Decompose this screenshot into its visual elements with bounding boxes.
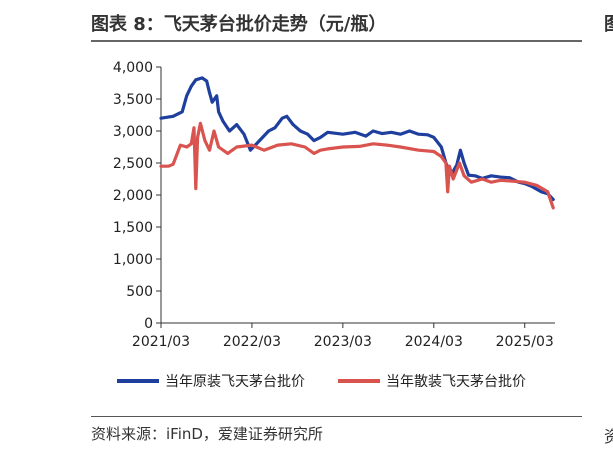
legend-label: 当年原装飞天茅台批价 bbox=[165, 374, 305, 390]
y-tick-label: 0 bbox=[144, 316, 153, 332]
y-tick-label: 1,000 bbox=[113, 252, 153, 268]
x-tick-label: 2024/03 bbox=[405, 334, 463, 350]
x-tick-label: 2022/03 bbox=[223, 334, 281, 350]
y-tick-label: 4,000 bbox=[113, 60, 153, 76]
y-tick-label: 500 bbox=[126, 284, 153, 300]
y-tick-label: 3,000 bbox=[113, 124, 153, 140]
x-tick-label: 2025/03 bbox=[496, 334, 554, 350]
price-trend-chart: 05001,0001,5002,0002,5003,0003,5004,000 … bbox=[113, 60, 555, 390]
y-axis: 0 500 1,000 1,500 2,000 2,500 3,000 3,500 4,000 bbox=[113, 60, 162, 332]
next-source-fragment: 资 bbox=[604, 427, 613, 446]
source-note: 资料来源：iFinD，爱建证券研究所 bbox=[91, 425, 323, 443]
series-line-loose bbox=[159, 121, 555, 210]
y-tick-label: 2,500 bbox=[113, 156, 153, 172]
title-divider bbox=[91, 40, 582, 42]
legend-item-loose: 当年散装飞天茅台批价 bbox=[338, 374, 526, 390]
series-line-original bbox=[159, 76, 555, 202]
y-tick-label: 3,500 bbox=[113, 92, 153, 108]
series-lines bbox=[159, 76, 555, 210]
x-tick-label: 2023/03 bbox=[314, 334, 372, 350]
y-tick-label: 2,000 bbox=[113, 188, 153, 204]
legend-label: 当年散装飞天茅台批价 bbox=[386, 374, 526, 390]
legend-item-original: 当年原装飞天茅台批价 bbox=[117, 374, 305, 390]
source-divider bbox=[91, 416, 582, 417]
next-figure-title-fragment: 图 bbox=[604, 10, 613, 36]
x-tick-label: 2021/03 bbox=[132, 334, 190, 350]
y-tick-label: 1,500 bbox=[113, 220, 153, 236]
legend: 当年原装飞天茅台批价 当年散装飞天茅台批价 bbox=[117, 374, 526, 390]
chart-title: 图表 8：飞天茅台批价走势（元/瓶） bbox=[91, 14, 387, 35]
x-axis: 2021/03 2022/03 2023/03 2024/03 2025/03 bbox=[132, 322, 555, 350]
